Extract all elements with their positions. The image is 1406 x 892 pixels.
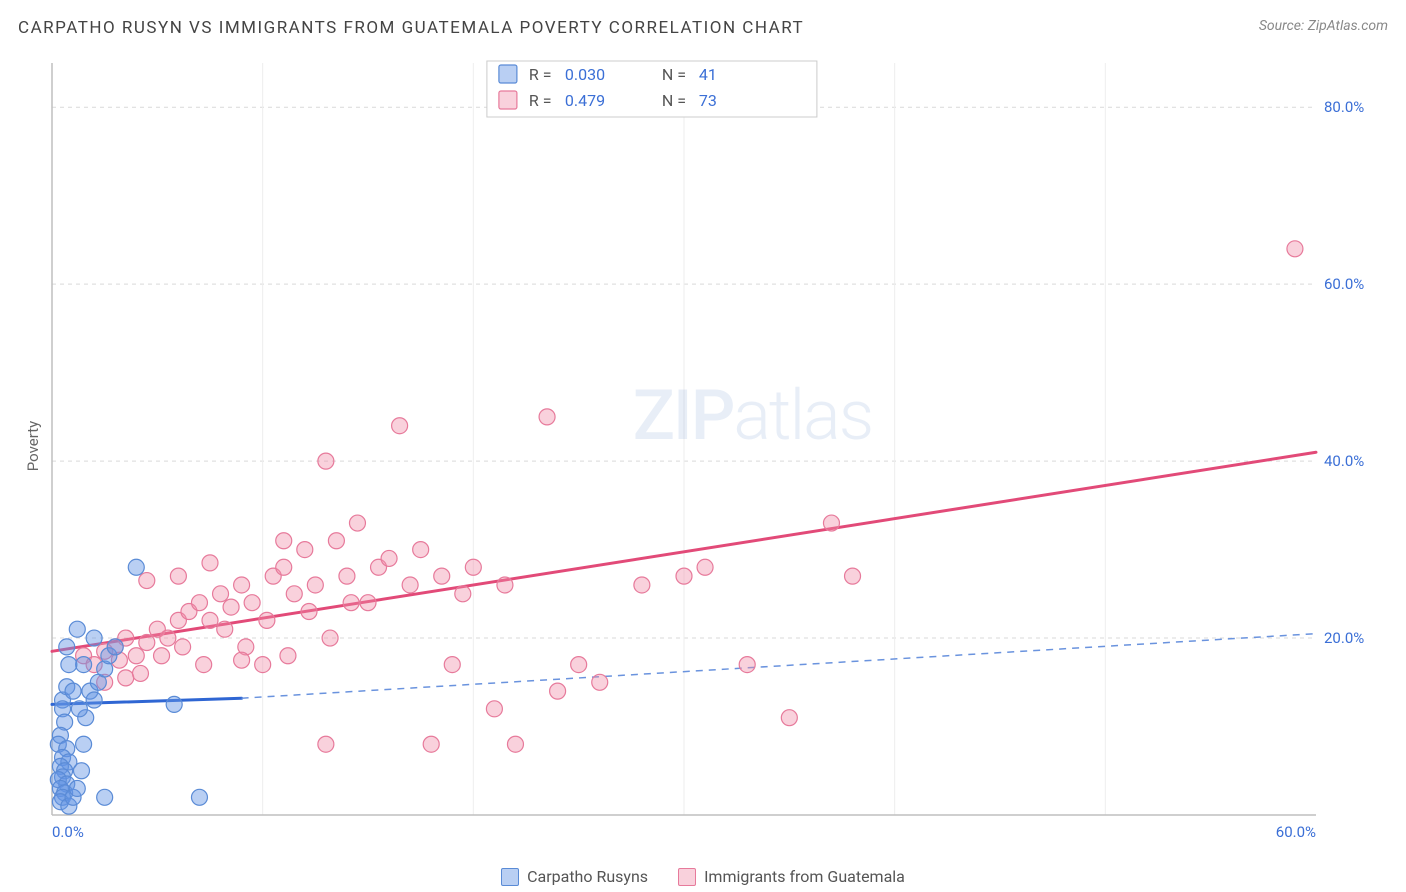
svg-text:41: 41 <box>699 65 717 84</box>
chart-title: CARPATHO RUSYN VS IMMIGRANTS FROM GUATEM… <box>18 18 804 38</box>
swatch-blue-icon <box>501 868 519 886</box>
svg-text:73: 73 <box>699 91 717 110</box>
scatter-plot: 20.0% 40.0% 60.0% 80.0% 0.0% 60.0% R = 0.030 N … <box>48 55 1378 845</box>
svg-text:40.0%: 40.0% <box>1324 452 1364 470</box>
legend-label-pink: Immigrants from Guatemala <box>704 867 905 886</box>
svg-text:60.0%: 60.0% <box>1324 275 1364 293</box>
legend-label-blue: Carpatho Rusyns <box>527 867 648 886</box>
svg-text:60.0%: 60.0% <box>1276 823 1316 841</box>
y-axis-label: Poverty <box>24 421 42 471</box>
bottom-legend: Carpatho Rusyns Immigrants from Guatemal… <box>0 867 1406 886</box>
svg-text:20.0%: 20.0% <box>1324 629 1364 647</box>
legend-item-blue: Carpatho Rusyns <box>501 867 648 886</box>
svg-text:N =: N = <box>662 65 686 84</box>
svg-text:R =: R = <box>529 65 552 84</box>
svg-text:80.0%: 80.0% <box>1324 98 1364 116</box>
swatch-pink-icon <box>678 868 696 886</box>
svg-text:0.0%: 0.0% <box>52 823 84 841</box>
svg-text:0.030: 0.030 <box>565 65 605 84</box>
svg-text:0.479: 0.479 <box>565 91 605 110</box>
legend-item-pink: Immigrants from Guatemala <box>678 867 905 886</box>
source-label: Source: ZipAtlas.com <box>1259 18 1388 34</box>
svg-text:N =: N = <box>662 91 686 110</box>
svg-text:R =: R = <box>529 91 552 110</box>
